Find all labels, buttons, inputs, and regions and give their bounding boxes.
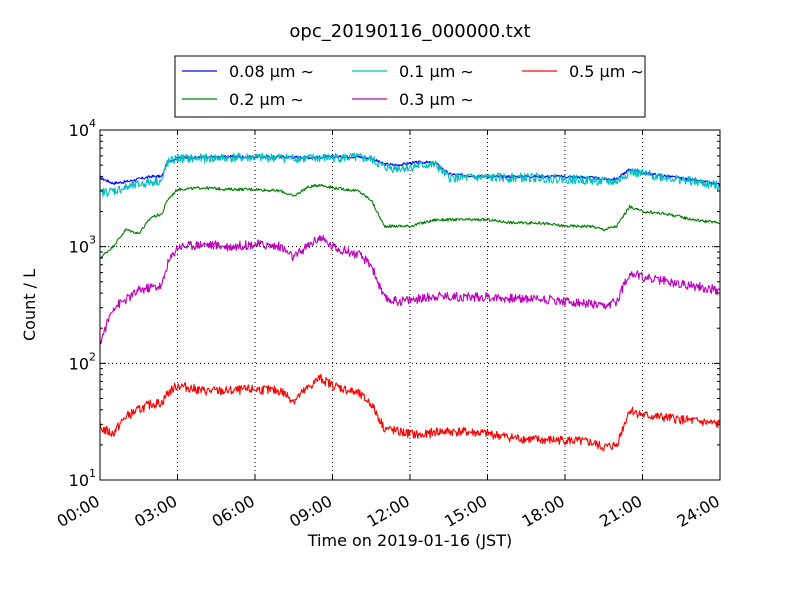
y-tick-label: 10 3 [69, 234, 96, 257]
legend-label: 0.3 μm ∼ [399, 90, 474, 109]
series-line-3 [99, 234, 721, 345]
y-tick-label: 10 2 [69, 350, 96, 373]
y-tick-label-exp: 1 [89, 467, 96, 480]
legend-box [174, 55, 646, 118]
legend-label: 0.2 μm ∼ [229, 90, 304, 109]
legend-label: 0.08 μm ∼ [229, 62, 314, 81]
chart-title: opc_20190116_000000.txt [289, 21, 530, 42]
y-tick-label-exp: 4 [89, 117, 96, 130]
legend-label: 0.5 μm ∼ [569, 62, 644, 81]
grid [100, 130, 720, 480]
x-axis-label: Time on 2019-01-16 (JST) [307, 531, 512, 550]
series-layer [99, 152, 721, 452]
y-tick-label-base: 10 [69, 238, 89, 257]
y-tick-label-base: 10 [69, 121, 89, 140]
legend: 0.08 μm ∼ 0.2 μm ∼ 0.1 μm ∼ 0.3 μm ∼ 0.5 μm … [174, 55, 646, 118]
axis-ticks [99, 129, 721, 481]
y-tick-label-base: 10 [69, 354, 89, 373]
y-axis-label: Count / L [20, 269, 39, 341]
y-tick-label-exp: 3 [89, 234, 96, 247]
y-tick-label: 10 4 [69, 117, 96, 140]
y-tick-label-base: 10 [69, 471, 89, 490]
series-line-4 [99, 373, 721, 452]
y-tick-label: 10 1 [69, 467, 96, 490]
series-line-2 [99, 152, 721, 198]
legend-label: 0.1 μm ∼ [399, 62, 474, 81]
y-tick-label-exp: 2 [89, 350, 96, 363]
series-line-1 [99, 183, 721, 259]
